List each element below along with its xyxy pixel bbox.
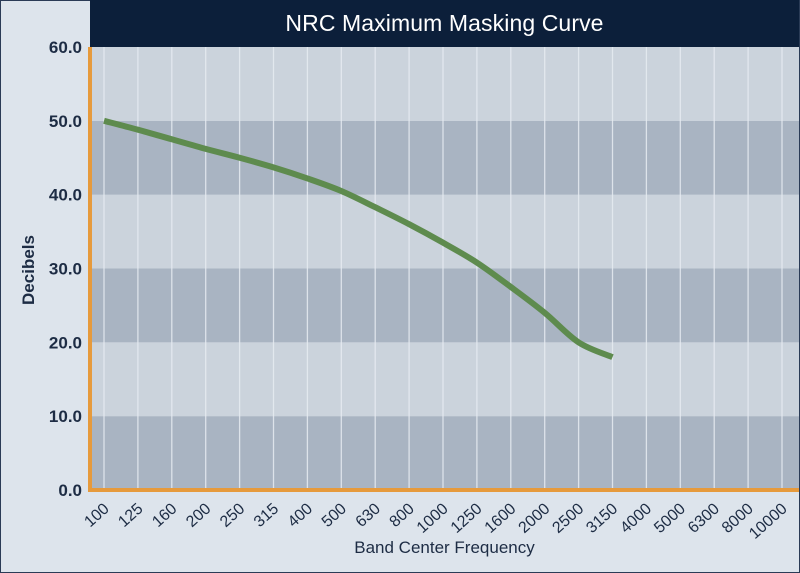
y-tick-label: 10.0 [49, 407, 82, 426]
x-tick-label: 630 [353, 500, 384, 531]
vertical-gridlines [103, 47, 783, 490]
band-0 [90, 416, 799, 490]
x-tick-label: 250 [217, 500, 248, 531]
x-tick-label: 10000 [746, 500, 791, 542]
y-tick-label: 0.0 [58, 481, 82, 500]
x-tick-label: 400 [285, 500, 316, 531]
y-tick-label: 50.0 [49, 112, 82, 131]
x-tick-label: 200 [183, 500, 214, 531]
x-tick-label: 800 [387, 500, 418, 531]
x-tick-label: 5000 [651, 500, 689, 537]
band-3 [90, 194, 799, 269]
x-tick-label: 4000 [617, 500, 655, 537]
band-2 [90, 268, 799, 343]
x-tick-label: 1250 [448, 500, 486, 537]
x-tick-label: 125 [115, 500, 146, 531]
x-tick-label: 6300 [685, 500, 723, 537]
x-tick-label: 1000 [414, 500, 452, 537]
y-tick-labels: 0.0 10.0 20.0 30.0 40.0 50.0 60.0 [49, 38, 82, 500]
y-tick-label: 40.0 [49, 186, 82, 205]
series-line-0 [103, 117, 614, 360]
x-tick-label: 2500 [549, 500, 587, 537]
x-tick-label: 2000 [516, 500, 554, 537]
x-tick-label: 100 [81, 500, 112, 531]
band-1 [90, 342, 799, 417]
band-4 [90, 120, 799, 195]
band-5 [90, 47, 799, 121]
x-tick-label: 1600 [482, 500, 520, 537]
y-tick-label: 60.0 [49, 38, 82, 57]
y-tick-label: 20.0 [49, 333, 82, 352]
title-bar [90, 0, 799, 47]
axes [88, 47, 799, 492]
series-lines [103, 117, 614, 360]
x-tick-label: 3150 [583, 500, 621, 537]
x-tick-labels: 100 125 160 200 250 315 400 500 630 8001000125016… [81, 500, 790, 542]
x-axis-label: Band Center Frequency [354, 538, 535, 557]
background-bands [90, 47, 799, 490]
x-tick-label: 500 [319, 500, 350, 531]
chart-title: NRC Maximum Masking Curve [285, 10, 604, 36]
x-tick-label: 315 [251, 500, 282, 531]
y-tick-label: 30.0 [49, 260, 82, 279]
x-tick-label: 160 [149, 500, 180, 531]
